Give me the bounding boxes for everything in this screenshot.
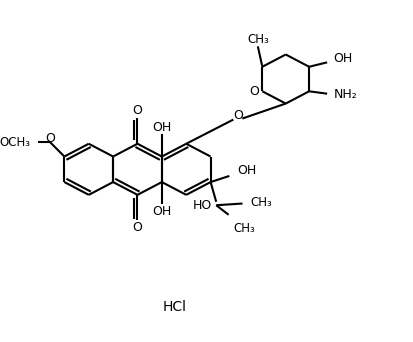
Text: HO: HO (193, 199, 212, 212)
Text: OH: OH (237, 164, 256, 177)
Text: OH: OH (332, 52, 351, 65)
Text: CH₃: CH₃ (249, 196, 271, 209)
Text: NH₂: NH₂ (333, 88, 357, 101)
Text: OH: OH (152, 121, 171, 134)
Text: CH₃: CH₃ (233, 222, 255, 235)
Text: O: O (132, 221, 142, 234)
Text: O: O (233, 109, 242, 122)
Text: O: O (132, 104, 142, 117)
Text: OH: OH (152, 205, 171, 218)
Text: OCH₃: OCH₃ (0, 136, 31, 149)
Text: CH₃: CH₃ (247, 33, 268, 46)
Text: HCl: HCl (163, 300, 187, 314)
Text: O: O (249, 85, 259, 98)
Text: O: O (45, 132, 55, 145)
